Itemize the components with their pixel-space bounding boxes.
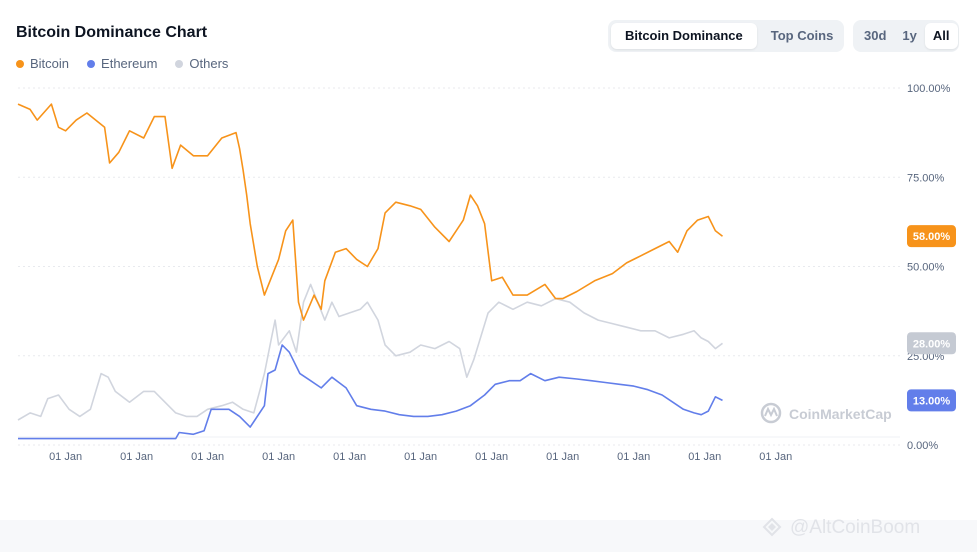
legend-item-bitcoin[interactable]: Bitcoin <box>16 56 69 71</box>
legend-label-others: Others <box>189 56 229 71</box>
watermark: CoinMarketCap <box>760 402 892 424</box>
y-tick-label: 100.00% <box>907 83 951 95</box>
x-tick-label: 01 Jan <box>688 451 721 463</box>
y-tick-label: 75.00% <box>907 172 945 184</box>
coinmarketcap-logo-icon <box>760 402 782 424</box>
chart-title: Bitcoin Dominance Chart <box>16 24 208 41</box>
legend-item-ethereum[interactable]: Ethereum <box>87 56 157 71</box>
y-tick-label: 50.00% <box>907 262 945 274</box>
range-1y-button[interactable]: 1y <box>902 28 917 43</box>
legend-item-others[interactable]: Others <box>175 56 228 71</box>
end-label-layer: 58.00% 13.00% 28.00% <box>907 225 956 412</box>
x-tick-label: 01 Jan <box>404 451 437 463</box>
y-tick-label: 0.00% <box>907 440 938 452</box>
range-toggle: 30d 1y All <box>853 20 959 52</box>
bitcoin-dot-icon <box>16 59 24 68</box>
bottom-strip <box>0 520 977 552</box>
end-label-others: 28.00% <box>907 332 956 355</box>
end-label-text: 13.00% <box>913 395 951 407</box>
end-label-text: 58.00% <box>913 231 951 243</box>
end-label-text: 28.00% <box>913 338 951 350</box>
x-tick-label: 01 Jan <box>546 451 579 463</box>
x-tick-label: 01 Jan <box>617 451 650 463</box>
range-all-button[interactable]: All <box>924 23 958 49</box>
watermark-text: CoinMarketCap <box>789 406 892 422</box>
x-tick-label: 01 Jan <box>191 451 224 463</box>
view-toggle: Bitcoin Dominance Top Coins <box>608 20 844 52</box>
ethereum-dot-icon <box>87 59 96 68</box>
end-label-box <box>907 225 956 248</box>
footer-watermark-text: @AltCoinBoom <box>790 517 920 538</box>
tab-top-coins[interactable]: Top Coins <box>770 28 834 43</box>
x-tick-label: 01 Jan <box>475 451 508 463</box>
series-layer <box>17 103 723 440</box>
x-tick-label: 01 Jan <box>759 451 792 463</box>
x-tick-label: 01 Jan <box>49 451 82 463</box>
legend-label-bitcoin: Bitcoin <box>30 56 70 71</box>
end-label-ethereum: 13.00% <box>907 389 956 412</box>
footer-watermark: @AltCoinBoom <box>762 517 920 538</box>
end-label-bitcoin: 58.00% <box>907 225 956 248</box>
x-tick-label: 01 Jan <box>120 451 153 463</box>
grid-layer <box>18 87 900 446</box>
legend: Bitcoin Ethereum Others <box>16 56 228 71</box>
diamond-logo-icon <box>762 517 782 537</box>
x-tick-label: 01 Jan <box>333 451 366 463</box>
x-tick-label: 01 Jan <box>262 451 295 463</box>
axis-layer: 0.00%25.00%50.00%75.00%100.00%01 Jan 01 J… <box>49 83 951 463</box>
range-30d-button[interactable]: 30d <box>864 28 887 43</box>
end-label-box <box>907 389 956 412</box>
tab-bitcoin-dominance[interactable]: Bitcoin Dominance <box>611 23 757 49</box>
series-line-ethereum <box>18 344 723 440</box>
others-dot-icon <box>175 59 184 68</box>
series-line-others <box>17 283 723 421</box>
end-label-box <box>907 332 956 355</box>
series-line-bitcoin <box>17 103 723 321</box>
legend-label-ethereum: Ethereum <box>101 56 158 71</box>
